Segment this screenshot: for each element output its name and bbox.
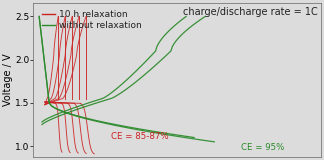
Text: CE = 95%: CE = 95% — [241, 143, 285, 152]
Text: charge/discharge rate = 1C: charge/discharge rate = 1C — [183, 7, 318, 16]
Y-axis label: Voltage / V: Voltage / V — [4, 54, 14, 106]
Text: CE = 85-87%: CE = 85-87% — [111, 132, 168, 141]
Legend: 10 h relaxation, without relaxation: 10 h relaxation, without relaxation — [41, 9, 143, 31]
